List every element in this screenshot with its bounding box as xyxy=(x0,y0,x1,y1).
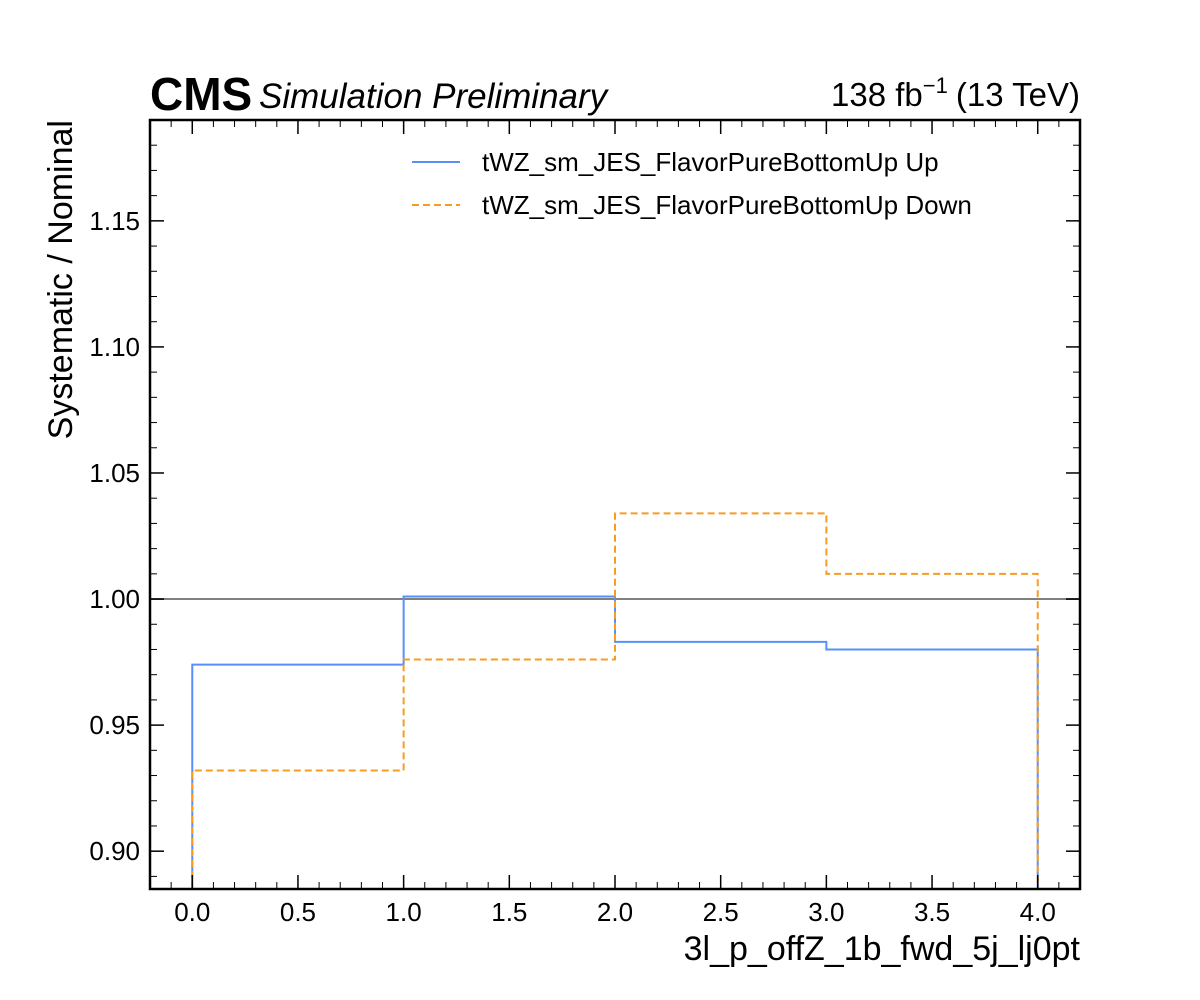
legend-label-1: tWZ_sm_JES_FlavorPureBottomUp Down xyxy=(482,190,972,220)
x-tick-label: 0.5 xyxy=(280,897,316,927)
cms-extra-text: Simulation Preliminary xyxy=(259,77,610,116)
ticks-layer: 0.0 0.5 1.0 1.5 2.0 2.5 3.0 3.5 4.0 0.90 0.95 1.00 1… xyxy=(89,119,1081,927)
x-tick-label: 2.5 xyxy=(703,897,739,927)
x-tick-label: 1.5 xyxy=(491,897,527,927)
y-tick-label: 1.10 xyxy=(89,332,140,362)
y-tick-label: 1.00 xyxy=(89,584,140,614)
legend-label-0: tWZ_sm_JES_FlavorPureBottomUp Up xyxy=(482,147,939,177)
lumi-energy: (13 TeV) xyxy=(956,76,1080,113)
x-tick-label: 3.5 xyxy=(914,897,950,927)
lumi-value: 138 fb xyxy=(831,76,923,113)
x-tick-label: 3.0 xyxy=(808,897,844,927)
x-tick-label: 1.0 xyxy=(386,897,422,927)
x-tick-label: 4.0 xyxy=(1020,897,1056,927)
series-line-1 xyxy=(191,512,1039,889)
cms-logo: CMS xyxy=(150,68,252,120)
x-axis-title: 3l_p_offZ_1b_fwd_5j_lj0pt xyxy=(684,930,1081,968)
y-tick-label: 0.90 xyxy=(89,836,140,866)
x-tick-label: 2.0 xyxy=(597,897,633,927)
y-axis-title: Systematic / Nominal xyxy=(42,120,80,439)
y-tick-label: 1.15 xyxy=(89,206,140,236)
series-line-0 xyxy=(191,595,1039,889)
x-tick-label: 0.0 xyxy=(174,897,210,927)
y-tick-label: 1.05 xyxy=(89,458,140,488)
lumi-exponent: −1 xyxy=(923,73,948,98)
series-layer xyxy=(191,512,1039,889)
plot-frame xyxy=(148,118,1082,891)
lumi-label: 138 fb−1 (13 TeV) xyxy=(831,73,1080,113)
y-tick-label: 0.95 xyxy=(89,710,140,740)
legend: tWZ_sm_JES_FlavorPureBottomUp Up tWZ_sm_J… xyxy=(412,147,972,220)
